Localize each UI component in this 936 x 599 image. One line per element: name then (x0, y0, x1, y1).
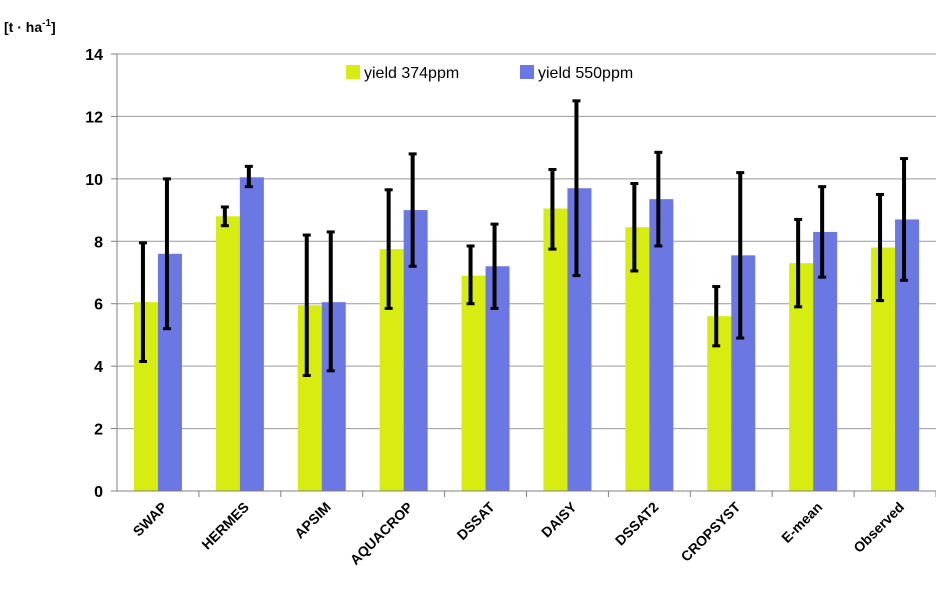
bar-374ppm-apsim (297, 305, 322, 491)
bar-374ppm-dssat2 (625, 227, 650, 491)
bar-550ppm-aquacrop (403, 210, 428, 492)
bar-550ppm-dssat (485, 266, 510, 491)
bar-550ppm-observed (895, 219, 920, 491)
y-tick-labels: 0 2 4 6 8 10 12 14 (85, 47, 103, 501)
x-tick-label-daisy: DAISY (538, 498, 580, 540)
x-tick-label-observed: Observed (850, 499, 907, 556)
y-axis-unit-label: [t · ha-1] (4, 18, 56, 35)
y-tick-label-10: 10 (85, 172, 103, 189)
bar-550ppm-dssat2 (649, 199, 674, 491)
y-unit-close: ] (51, 19, 56, 35)
x-tick-label-dssat: DSSAT (454, 498, 498, 542)
bar-374ppm-hermes (215, 216, 240, 492)
x-tick-label-aquacrop: AQUACROP (347, 499, 416, 568)
x-tick-label-cropsyst: CROPSYST (678, 498, 744, 564)
x-tick-label-swap: SWAP (130, 499, 170, 539)
y-tick-label-0: 0 (94, 484, 103, 501)
y-tick-label-8: 8 (94, 234, 103, 251)
y-tick-label-4: 4 (94, 359, 103, 376)
legend-swatch-550ppm (520, 65, 534, 79)
bar-550ppm-swap (157, 253, 182, 491)
x-tick-label-hermes: HERMES (198, 499, 252, 553)
bar-374ppm-daisy (543, 208, 568, 491)
y-tick-label-14: 14 (85, 47, 103, 64)
y-tick-label-2: 2 (94, 422, 103, 439)
x-tick-label-e-mean: E-mean (778, 499, 825, 546)
bar-550ppm-hermes (239, 177, 264, 491)
axes (111, 53, 936, 497)
bar-550ppm-daisy (567, 188, 592, 491)
bar-374ppm-observed (871, 247, 896, 491)
legend-swatch-374ppm (346, 65, 360, 79)
y-tick-label-6: 6 (94, 297, 103, 314)
bar-374ppm-swap (133, 302, 158, 491)
bar-374ppm-aquacrop (379, 249, 404, 491)
bar-550ppm-apsim (321, 302, 346, 491)
x-tick-labels: SWAP HERMES APSIM AQUACROP DSSAT DAISY DSSAT2 C… (130, 498, 908, 568)
legend-label-374ppm: yield 374ppm (364, 65, 459, 82)
error-bars (138, 99, 909, 378)
bar-374ppm-dssat (461, 275, 486, 491)
y-tick-label-12: 12 (85, 109, 103, 126)
bar-374ppm-e-mean (789, 263, 814, 491)
x-tick-label-dssat2: DSSAT2 (612, 499, 662, 549)
bar-374ppm-cropsyst (707, 316, 732, 491)
legend-label-550ppm: yield 550ppm (538, 65, 633, 82)
y-unit-main: [t · ha (4, 19, 42, 35)
bars (133, 177, 920, 492)
bar-550ppm-cropsyst (731, 255, 756, 491)
y-unit-sup: -1 (42, 18, 51, 29)
bar-550ppm-e-mean (813, 231, 838, 491)
x-tick-label-apsim: APSIM (291, 499, 334, 542)
legend: yield 374ppm yield 550ppm (346, 65, 633, 82)
